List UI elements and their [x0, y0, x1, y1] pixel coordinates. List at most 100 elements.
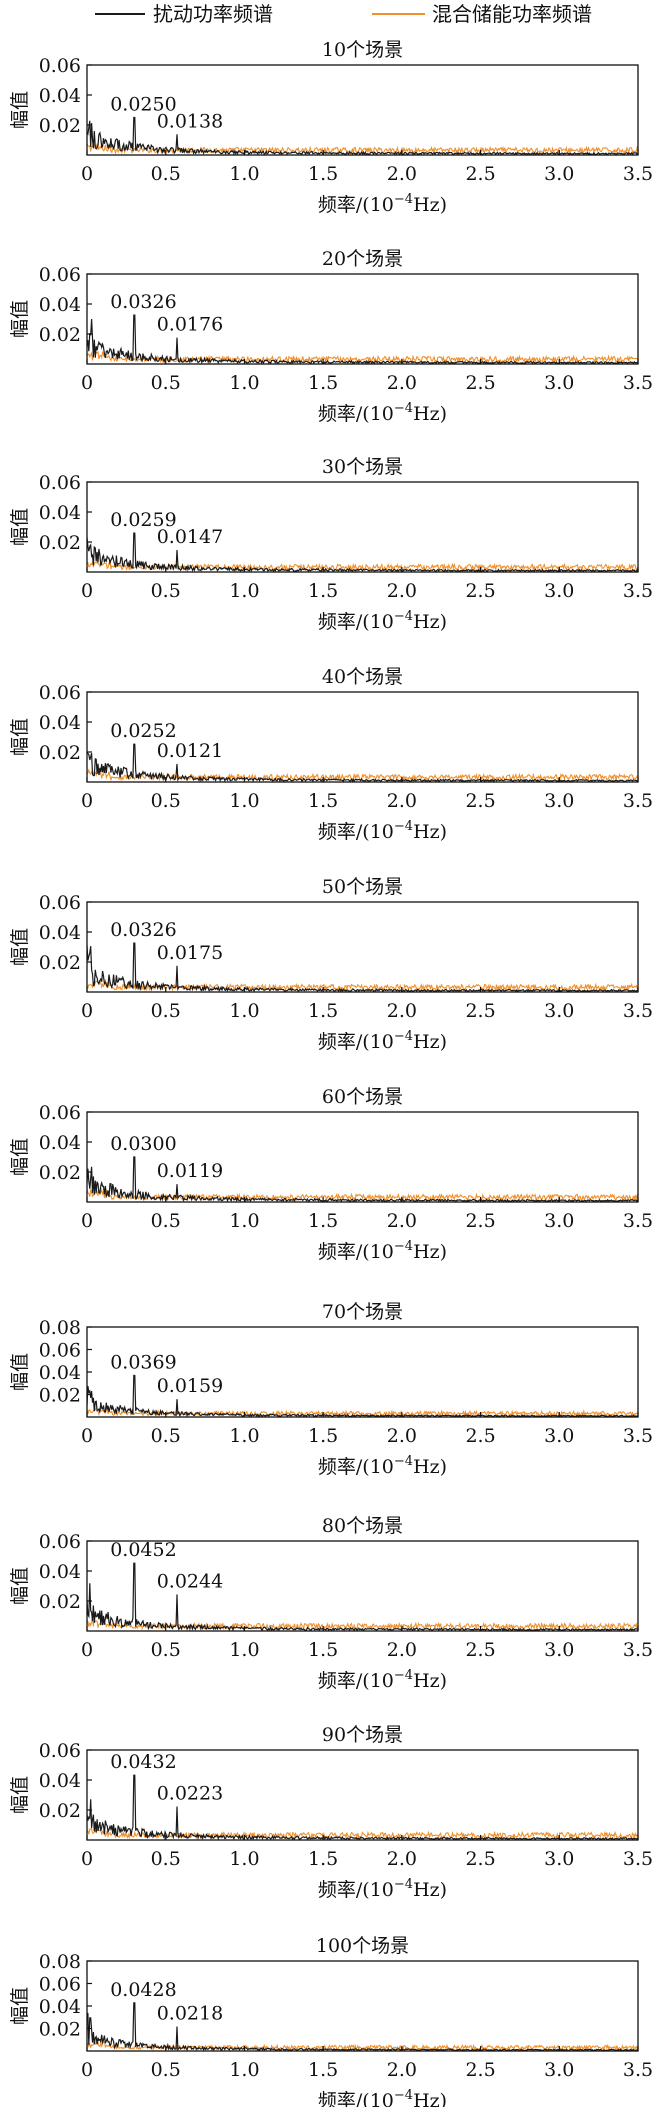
- x-tick-label: 1.0: [229, 1000, 259, 1022]
- x-tick-label: 1.0: [229, 2059, 259, 2081]
- peak-annotation: 0.0432: [110, 1751, 176, 1773]
- y-tick-label: 0.08: [39, 1317, 81, 1339]
- x-axis-label-exponent: −4: [394, 401, 413, 416]
- x-axis-label-main: 频率/(10: [318, 1456, 394, 1478]
- x-tick-label: 1.5: [308, 1210, 338, 1232]
- y-tick-label: 0.06: [39, 682, 81, 704]
- x-tick-label: 1.5: [308, 580, 338, 602]
- y-axis-label: 幅值: [9, 1987, 31, 2025]
- x-tick-label: 0.5: [151, 1425, 181, 1447]
- x-tick-label: 3.0: [544, 790, 574, 812]
- x-axis-label: 频率/(10−4Hz): [318, 2088, 447, 2107]
- plot-frame: [86, 691, 639, 783]
- y-tick-label: 0.02: [39, 1385, 81, 1407]
- x-tick-label: 0.5: [151, 1000, 181, 1022]
- y-axis-label: 幅值: [9, 928, 31, 966]
- x-axis-label: 频率/(10−4Hz): [318, 1239, 447, 1263]
- peak-annotation: 0.0369: [110, 1351, 176, 1373]
- x-axis-label-main: 频率/(10: [318, 403, 394, 425]
- x-tick-label: 1.0: [229, 790, 259, 812]
- y-tick-label: 0.02: [39, 115, 81, 137]
- y-tick-label: 0.04: [39, 85, 81, 107]
- x-tick-label: 1.0: [229, 163, 259, 185]
- x-tick-label: 3.5: [623, 163, 653, 185]
- series-line-disturbance: [86, 314, 639, 365]
- x-axis-label-exponent: −4: [394, 1877, 413, 1892]
- peak-annotation: 0.0428: [110, 1979, 176, 2001]
- x-axis-label-main: 频率/(10: [318, 1879, 394, 1901]
- peak-annotation: 0.0159: [157, 1375, 223, 1397]
- series-line-hybrid-storage: [86, 350, 639, 364]
- y-axis-label: 幅值: [9, 508, 31, 546]
- x-tick-label: 3.0: [544, 372, 574, 394]
- x-tick-label: 2.0: [387, 1210, 417, 1232]
- panel-title: 90个场景: [322, 1724, 403, 1746]
- series-line-hybrid-storage: [86, 2040, 639, 2052]
- peak-annotation: 0.0218: [157, 2002, 223, 2024]
- panel-title: 40个场景: [322, 666, 403, 688]
- x-tick-label: 0: [81, 1639, 93, 1661]
- x-axis-label-exponent: −4: [394, 1239, 413, 1254]
- x-axis-label-main: 频率/(10: [318, 1241, 394, 1263]
- x-axis-label: 频率/(10−4Hz): [318, 819, 447, 843]
- x-tick-label: 1.5: [308, 1425, 338, 1447]
- x-tick-label: 2.0: [387, 1000, 417, 1022]
- x-tick-label: 1.5: [308, 372, 338, 394]
- x-tick-label: 3.5: [623, 1848, 653, 1870]
- x-tick-label: 1.0: [229, 372, 259, 394]
- x-tick-label: 3.0: [544, 1425, 574, 1447]
- y-tick-label: 0.04: [39, 502, 81, 524]
- legend-label-hybrid-storage: 混合储能功率频谱: [432, 2, 592, 26]
- x-tick-label: 1.0: [229, 580, 259, 602]
- series-line-disturbance: [86, 1374, 639, 1418]
- y-tick-label: 0.02: [39, 1800, 81, 1822]
- y-tick-label: 0.04: [39, 1996, 81, 2018]
- plot-frame: [86, 1540, 639, 1632]
- x-tick-label: 2.0: [387, 580, 417, 602]
- y-tick-label: 0.02: [39, 2019, 81, 2041]
- y-tick-label: 0.04: [39, 1561, 81, 1583]
- y-tick-label: 0.02: [39, 1162, 81, 1184]
- x-axis-label-unit: Hz): [413, 1670, 447, 1692]
- peak-annotation: 0.0121: [157, 740, 223, 762]
- legend: 扰动功率频谱 混合储能功率频谱: [95, 2, 592, 26]
- x-tick-label: 2.5: [465, 1000, 495, 1022]
- x-tick-label: 3.0: [544, 1848, 574, 1870]
- panel-title: 10个场景: [322, 39, 403, 61]
- peak-annotation: 0.0119: [157, 1160, 223, 1182]
- panel-title: 100个场景: [316, 1935, 409, 1957]
- y-tick-label: 0.06: [39, 1102, 81, 1124]
- x-axis-label-exponent: −4: [394, 192, 413, 207]
- x-axis-label-main: 频率/(10: [318, 194, 394, 216]
- plot-frame: [86, 64, 639, 156]
- y-tick-label: 0.02: [39, 1591, 81, 1613]
- x-axis-label-unit: Hz): [413, 403, 447, 425]
- x-axis-label-main: 频率/(10: [318, 1670, 394, 1692]
- series-line-hybrid-storage: [86, 1828, 639, 1840]
- x-axis-label-exponent: −4: [394, 1029, 413, 1044]
- y-tick-label: 0.04: [39, 1362, 81, 1384]
- series-line-hybrid-storage: [86, 768, 639, 782]
- x-tick-label: 0.5: [151, 1639, 181, 1661]
- x-tick-label: 2.0: [387, 790, 417, 812]
- series-line-disturbance: [86, 942, 639, 993]
- x-tick-label: 2.0: [387, 163, 417, 185]
- x-axis-label: 频率/(10−4Hz): [318, 1029, 447, 1053]
- series-line-disturbance: [86, 116, 639, 156]
- y-tick-label: 0.06: [39, 55, 81, 77]
- x-axis-label-unit: Hz): [413, 2090, 447, 2107]
- plot-frame: [86, 273, 639, 365]
- x-tick-label: 1.5: [308, 790, 338, 812]
- x-tick-label: 0: [81, 2059, 93, 2081]
- y-tick-label: 0.04: [39, 922, 81, 944]
- x-tick-label: 2.5: [465, 1639, 495, 1661]
- x-tick-label: 3.5: [623, 2059, 653, 2081]
- panel-title: 20个场景: [322, 248, 403, 270]
- peak-annotation: 0.0147: [157, 526, 223, 548]
